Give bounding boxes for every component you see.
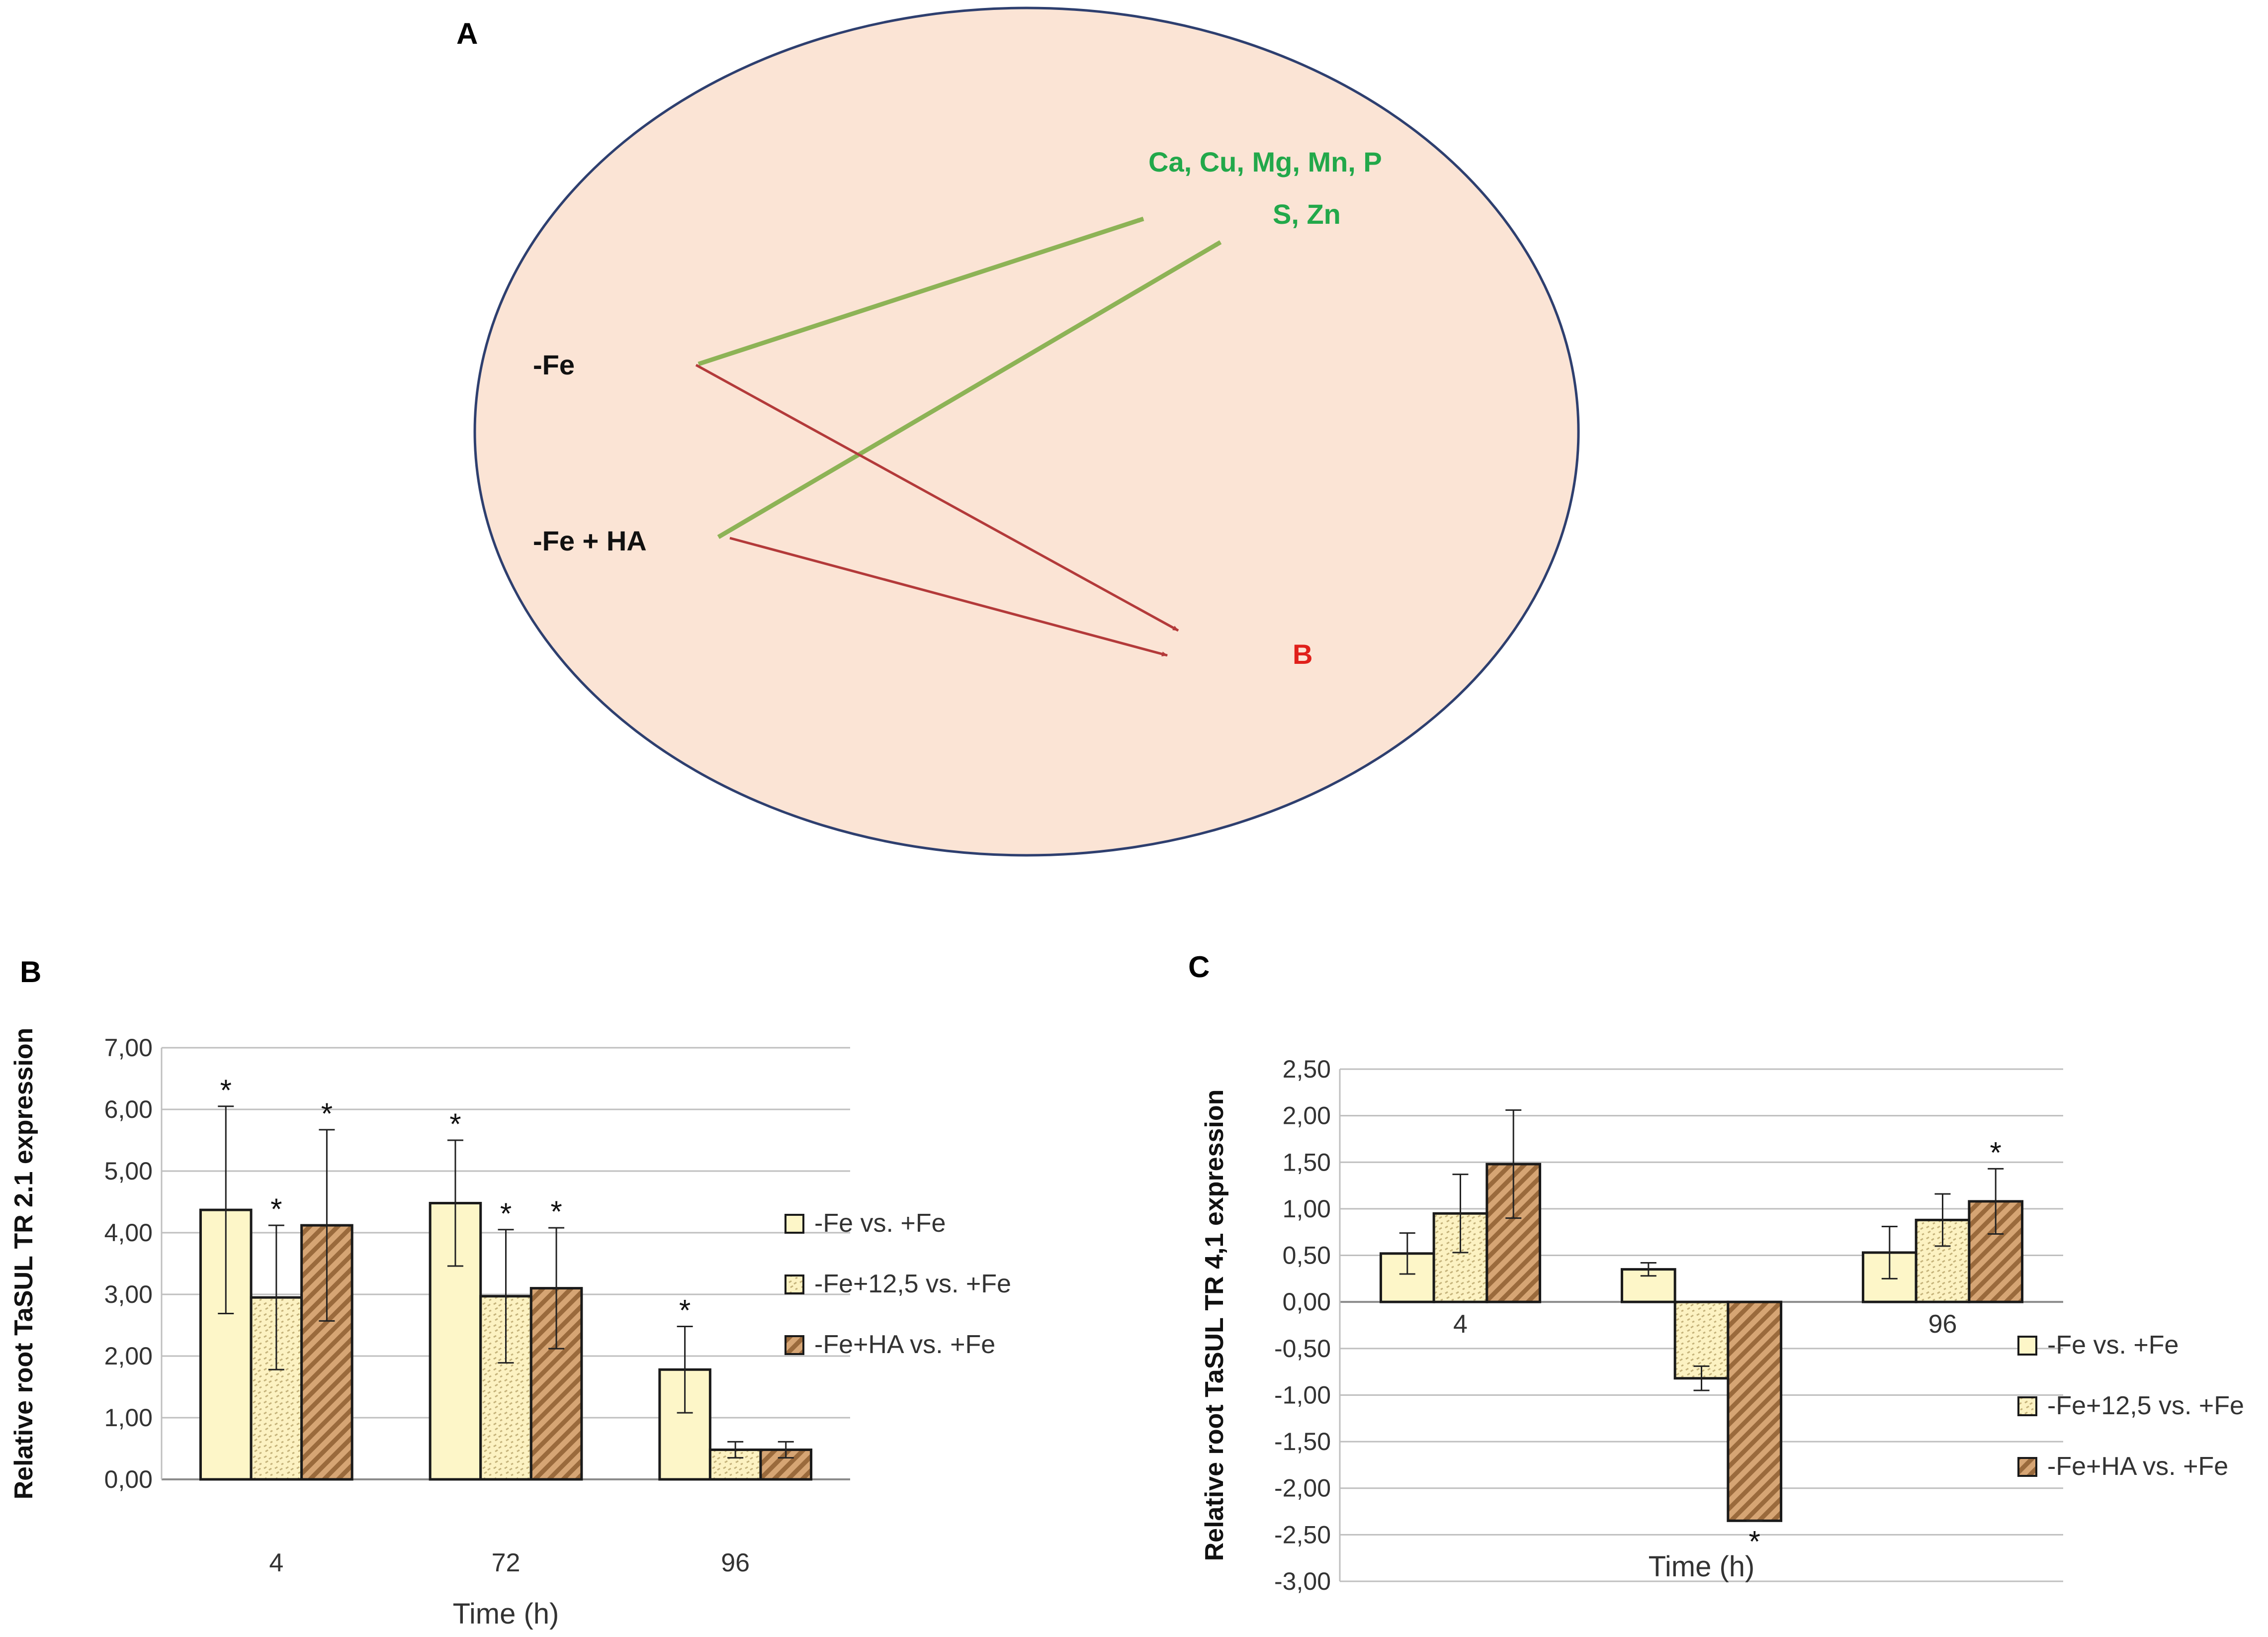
- panel-a: A -Fe -Fe + HA Ca, Cu, Mg, Mn, P S, Zn B: [456, 6, 1580, 857]
- x-axis-title: Time (h): [1649, 1550, 1755, 1583]
- y-tick-label: 1,50: [1283, 1148, 1331, 1176]
- x-axis-title: Time (h): [453, 1598, 559, 1630]
- y-tick-label: 5,00: [104, 1157, 153, 1185]
- y-tick-label: -0,50: [1274, 1335, 1331, 1363]
- legend-swatch: [785, 1274, 804, 1294]
- legend-swatch: [2017, 1336, 2037, 1356]
- bar: [1485, 1163, 1542, 1303]
- panel-c: C -3,00 -2,50 -2,00 -1,50 -1,00 -0,50 0,00 0,50…: [1188, 950, 2244, 1595]
- x-tick-label: 96: [1928, 1310, 1957, 1339]
- significance-star: *: [321, 1097, 333, 1130]
- significance-star: *: [500, 1197, 512, 1230]
- significance-star: *: [270, 1192, 282, 1226]
- increased-elements-line1: Ca, Cu, Mg, Mn, P: [1148, 146, 1382, 178]
- legend-label: -Fe vs. +Fe: [2047, 1331, 2179, 1360]
- y-tick-label: 4,00: [104, 1219, 153, 1247]
- x-tick-label: 4: [269, 1548, 283, 1577]
- panel-a-ellipse: [473, 6, 1580, 857]
- y-tick-label: 1,00: [104, 1404, 153, 1432]
- y-tick-label: 7,00: [104, 1034, 153, 1062]
- significance-star: *: [1749, 1525, 1760, 1558]
- legend-label: -Fe+12,5 vs. +Fe: [814, 1270, 1011, 1298]
- legend-swatch: [2017, 1396, 2037, 1416]
- legend-label: -Fe vs. +Fe: [814, 1209, 946, 1238]
- y-tick-label: 2,00: [104, 1342, 153, 1370]
- y-tick-label: 3,00: [104, 1280, 153, 1308]
- x-tick-label: 72: [492, 1548, 521, 1577]
- y-tick-label: -3,00: [1274, 1567, 1331, 1595]
- y-tick-label: -2,00: [1274, 1474, 1331, 1502]
- panel-a-letter: A: [456, 17, 478, 50]
- panel-b: B 0,00 1,00 2,00 3,00 4,00 5,00 6,00 7,00 4 * * * 72…: [9, 955, 1011, 1630]
- y-tick-label: 0,50: [1283, 1242, 1331, 1270]
- significance-star: *: [449, 1107, 461, 1141]
- arrow-feha-increase: [717, 240, 1222, 539]
- x-tick-label: 4: [1453, 1310, 1468, 1339]
- source-fe-label: -Fe: [533, 349, 575, 380]
- bar: [1727, 1300, 1783, 1522]
- arrow-fe-increase: [698, 216, 1144, 366]
- significance-star: *: [550, 1195, 562, 1228]
- arrow-fe-decrease: [695, 364, 1179, 632]
- increased-elements-line2: S, Zn: [1273, 198, 1341, 230]
- panel-b-letter: B: [20, 955, 41, 989]
- decreased-elements-label: B: [1293, 638, 1312, 670]
- y-tick-label: -1,50: [1274, 1428, 1331, 1455]
- y-tick-label: 1,00: [1283, 1195, 1331, 1223]
- y-tick-label: 6,00: [104, 1095, 153, 1123]
- legend-swatch: [2017, 1457, 2037, 1477]
- y-axis-title: Relative root TaSUL TR 4,1 expression: [1200, 1090, 1229, 1561]
- significance-star: *: [220, 1074, 232, 1107]
- y-tick-label: -2,50: [1274, 1521, 1331, 1548]
- chart-c: -3,00 -2,50 -2,00 -1,50 -1,00 -0,50 0,00 0,50 1,…: [1200, 1055, 2244, 1595]
- legend-label: -Fe+HA vs. +Fe: [2047, 1452, 2228, 1481]
- y-tick-label: 0,00: [1283, 1288, 1331, 1316]
- y-tick-label: 2,50: [1283, 1055, 1331, 1083]
- significance-star: *: [1990, 1136, 2002, 1169]
- panel-c-letter: C: [1188, 950, 1210, 984]
- x-tick-label: 96: [721, 1548, 750, 1577]
- legend-swatch: [785, 1335, 804, 1355]
- y-axis-title: Relative root TaSUL TR 2.1 expression: [9, 1028, 38, 1500]
- legend-swatch: [785, 1214, 804, 1234]
- y-tick-label: -1,00: [1274, 1381, 1331, 1409]
- arrow-feha-decrease: [729, 537, 1168, 657]
- y-tick-label: 0,00: [104, 1465, 153, 1493]
- legend-label: -Fe+12,5 vs. +Fe: [2047, 1391, 2244, 1420]
- legend-label: -Fe+HA vs. +Fe: [814, 1330, 995, 1359]
- chart-b: 0,00 1,00 2,00 3,00 4,00 5,00 6,00 7,00 4 * * * 72 * *…: [9, 1028, 1011, 1630]
- source-feha-label: -Fe + HA: [533, 525, 647, 556]
- significance-star: *: [679, 1293, 691, 1327]
- y-tick-label: 2,00: [1283, 1102, 1331, 1130]
